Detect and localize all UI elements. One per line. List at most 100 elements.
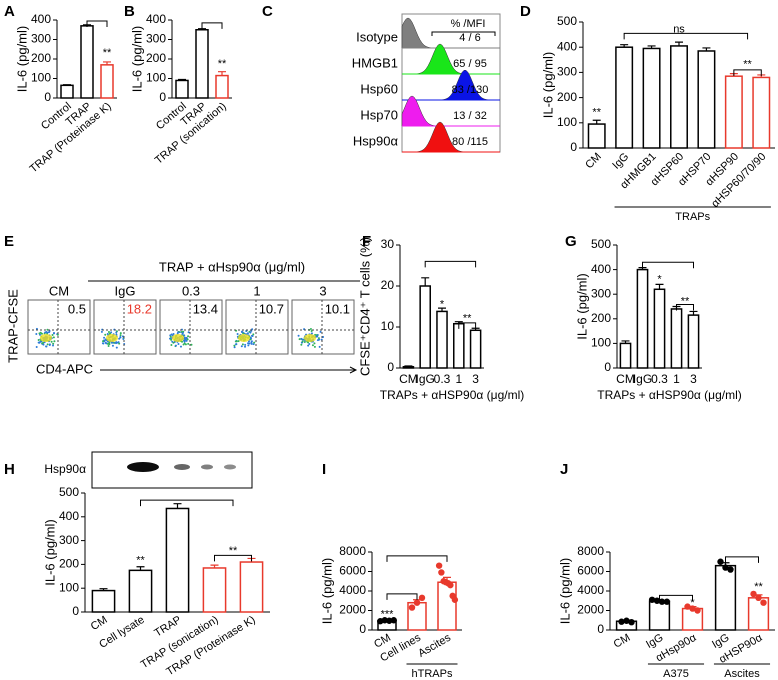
event (185, 339, 188, 342)
event (46, 343, 49, 346)
x-tick-label: CM (616, 372, 635, 386)
y-tick-label: 100 (31, 71, 51, 85)
significance: ** (681, 295, 690, 307)
y-axis-title: IL-6 (pg/ml) (574, 273, 589, 339)
error-bar (173, 503, 182, 509)
gate-value: 0.5 (68, 301, 86, 316)
error-bar (63, 84, 71, 86)
event (174, 344, 177, 347)
row-label: Isotype (356, 29, 398, 44)
bar (615, 46, 634, 149)
event (117, 341, 120, 344)
gate (431, 31, 496, 36)
error-bar (620, 44, 629, 48)
bar (752, 76, 771, 149)
x-axis-title: CD4-APC (36, 361, 93, 376)
event (307, 344, 310, 347)
event (35, 332, 38, 335)
event (235, 340, 238, 343)
row-label: HMGB1 (352, 55, 398, 70)
event (184, 338, 187, 341)
y-tick-label: 500 (591, 237, 611, 251)
bar (436, 310, 448, 369)
group-label: hTRAPs (412, 668, 453, 680)
y-tick-label: 4000 (577, 583, 604, 597)
stats: 4 / 6 (459, 32, 480, 44)
quadrant (292, 300, 354, 354)
bracket (424, 260, 477, 268)
data-point (663, 598, 671, 605)
x-tick-label: CM (89, 614, 110, 633)
gate-value: 10.1 (325, 301, 350, 316)
blot-band (201, 464, 213, 470)
blot-frame (91, 451, 253, 489)
event (319, 330, 322, 333)
x-tick-label: 1 (673, 372, 680, 386)
bracket (623, 32, 749, 40)
event (190, 343, 193, 346)
row-label: Hsp60 (360, 81, 398, 96)
event (244, 345, 247, 348)
x-tick-label: IgG (633, 372, 652, 386)
event (313, 342, 316, 345)
error-bar (655, 283, 664, 290)
y-tick-label: 0 (604, 360, 611, 374)
row-label: Hsp70 (360, 107, 398, 122)
x-tick-label: IgG (610, 151, 631, 172)
stats: 83 /130 (452, 84, 489, 96)
bar (165, 507, 190, 613)
data-point (438, 569, 445, 576)
x-tick-label: 3 (690, 372, 697, 386)
y-tick-label: 300 (59, 533, 79, 547)
event (53, 340, 56, 343)
y-tick-label: 8000 (577, 544, 604, 558)
event (115, 331, 118, 334)
bar (175, 79, 189, 99)
data-point (628, 619, 635, 626)
x-arrow (100, 366, 358, 374)
significance: ** (218, 58, 227, 70)
event (106, 333, 109, 336)
bar (687, 314, 700, 369)
event (242, 332, 245, 335)
bracket (140, 499, 234, 507)
event (179, 345, 182, 348)
data-point (750, 590, 757, 598)
event (247, 340, 250, 343)
column-label: 1 (253, 283, 260, 298)
event (50, 340, 53, 343)
y-tick-label: 400 (591, 262, 611, 276)
event-core (238, 334, 250, 342)
event (310, 332, 313, 335)
event (233, 346, 236, 349)
bracket (733, 69, 762, 76)
event (52, 344, 55, 347)
bar (619, 342, 632, 369)
significance: ** (463, 313, 472, 325)
bar (469, 329, 482, 369)
event (46, 328, 49, 331)
event (187, 331, 190, 334)
event (301, 340, 304, 343)
quadrant (160, 300, 222, 354)
stats-header: % /MFI (451, 18, 486, 30)
panel-letter: B (124, 3, 135, 20)
y-tick-label: 400 (146, 12, 166, 26)
error-bar (404, 365, 413, 367)
event (247, 344, 250, 347)
significance: ** (229, 545, 238, 557)
error-bar (103, 61, 111, 65)
x-tick-label: 0.3 (434, 372, 451, 386)
y-tick-label: 400 (59, 509, 79, 523)
y-tick-label: 200 (31, 51, 51, 65)
y-tick-label: 400 (31, 12, 51, 26)
y-tick-label: 0 (159, 90, 166, 104)
blot-band (127, 462, 159, 472)
bar (60, 84, 74, 99)
event (241, 343, 244, 346)
group-label: A375 (663, 668, 689, 680)
bracket (676, 304, 694, 311)
event (244, 343, 247, 346)
event (119, 332, 122, 335)
